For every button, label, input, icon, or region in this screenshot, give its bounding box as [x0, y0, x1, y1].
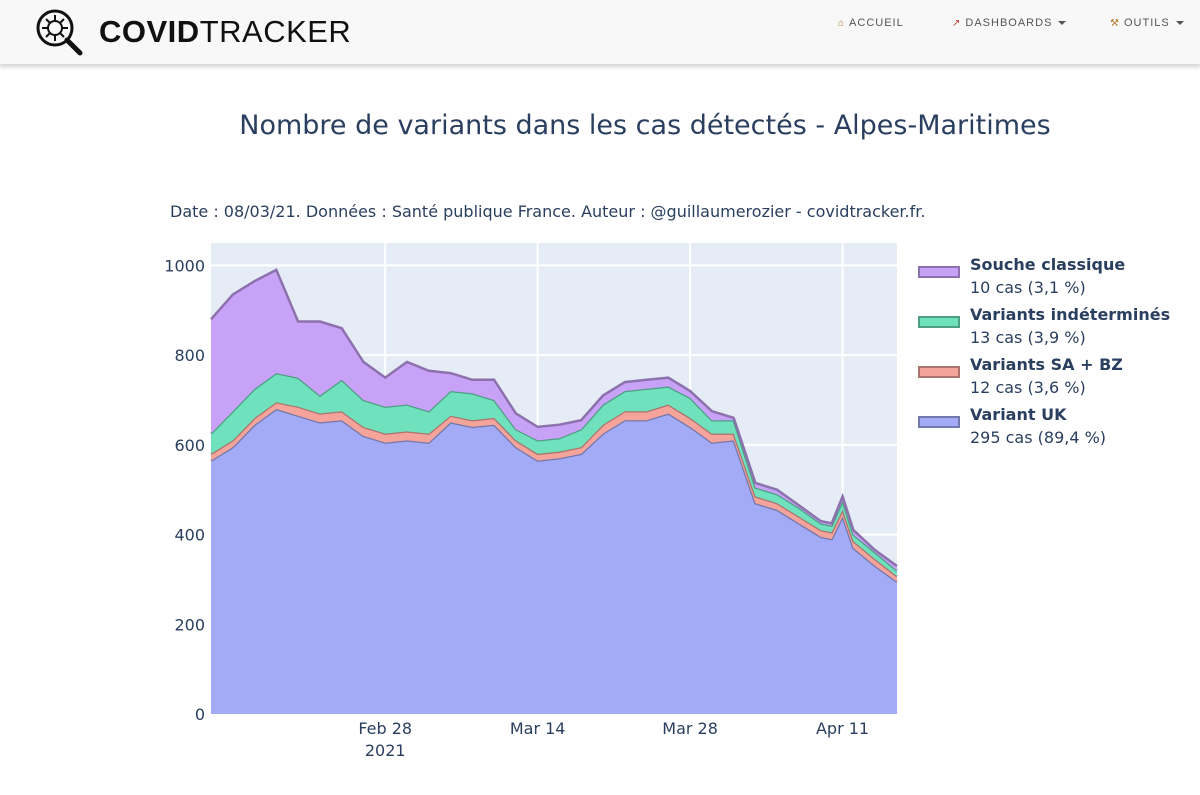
x-tick-label: Feb 28	[358, 719, 412, 738]
y-tick-label: 800	[174, 346, 205, 365]
caret-down-icon	[1175, 21, 1184, 25]
y-tick-label: 200	[174, 615, 205, 634]
chart-title: Nombre de variants dans les cas détectés…	[239, 110, 1051, 141]
virus-magnifier-icon	[36, 9, 83, 56]
area-series-0	[211, 409, 897, 714]
caret-down-icon	[1058, 21, 1067, 25]
legend-detail-3: 10 cas (3,1 %)	[970, 278, 1086, 297]
x-tick-label: Mar 14	[510, 719, 566, 738]
y-tick-label: 0	[195, 705, 205, 724]
chart-icon: ↗	[952, 17, 962, 29]
brand-light: TRACKER	[199, 14, 352, 49]
legend-detail-0: 295 cas (89,4 %)	[970, 428, 1106, 447]
x-tick-label: Apr 11	[816, 719, 869, 738]
legend-detail-2: 13 cas (3,9 %)	[970, 328, 1086, 347]
y-tick-label: 400	[174, 526, 205, 545]
legend-label-2: Variants indéterminés	[970, 305, 1170, 324]
nav-outils-label: OUTILS	[1123, 17, 1170, 29]
home-icon: ⌂	[838, 17, 846, 29]
navbar: COVIDTRACKER ⌂ ACCUEIL ↗ DASHBOARDS ⚒ OU…	[0, 0, 1200, 65]
area-series-3	[211, 269, 897, 571]
nav-outils[interactable]: ⚒ OUTILS	[1110, 16, 1184, 30]
chart-subtitle: Date : 08/03/21. Données : Santé publiqu…	[170, 202, 926, 221]
legend-swatch-3	[918, 266, 960, 278]
brand-name: COVIDTRACKER	[99, 14, 351, 50]
nav-accueil-label: ACCUEIL	[849, 17, 904, 29]
legend-swatch-2	[918, 316, 960, 328]
x-tick-sublabel: 2021	[365, 741, 406, 760]
nav-dashboards[interactable]: ↗ DASHBOARDS	[952, 16, 1067, 30]
y-tick-label: 600	[174, 436, 205, 455]
x-tick-label: Mar 28	[662, 719, 718, 738]
nav-accueil[interactable]: ⌂ ACCUEIL	[838, 16, 904, 30]
brand-bold: COVID	[99, 14, 200, 49]
legend-label-1: Variants SA + BZ	[970, 355, 1123, 374]
nav-dashboards-label: DASHBOARDS	[965, 17, 1053, 29]
legend-label-3: Souche classique	[970, 255, 1125, 274]
legend-detail-1: 12 cas (3,6 %)	[970, 378, 1086, 397]
brand-logo[interactable]: COVIDTRACKER	[33, 4, 351, 60]
legend-swatch-0	[918, 416, 960, 428]
area-series-2	[211, 373, 897, 577]
line-series-3	[210, 268, 898, 568]
y-tick-label: 1000	[164, 256, 205, 275]
legend-label-0: Variant UK	[970, 405, 1067, 424]
tools-icon: ⚒	[1110, 17, 1120, 29]
legend-swatch-1	[918, 366, 960, 378]
